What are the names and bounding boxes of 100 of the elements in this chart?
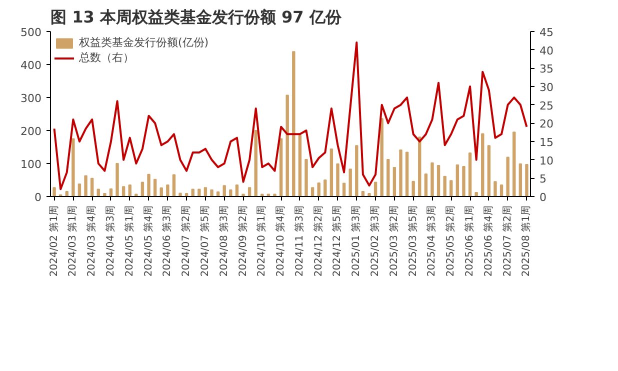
bar bbox=[52, 187, 56, 196]
bar bbox=[140, 182, 144, 196]
bar bbox=[506, 156, 510, 196]
x-tick-label: 2025/06 第1周 bbox=[464, 205, 476, 277]
bar bbox=[380, 118, 384, 196]
bar bbox=[304, 159, 308, 196]
bar bbox=[279, 138, 283, 196]
y2-tick-label: 30 bbox=[540, 81, 554, 94]
bar bbox=[368, 193, 371, 196]
bar bbox=[235, 184, 239, 196]
legend-label: 总数（右） bbox=[79, 50, 134, 65]
y2-tick-label: 20 bbox=[540, 118, 554, 131]
bar bbox=[134, 194, 138, 196]
bar bbox=[481, 133, 484, 196]
y-tick-label: 500 bbox=[20, 26, 42, 39]
y2-tick-label: 15 bbox=[540, 136, 554, 149]
x-tick-label: 2024/08 第3周 bbox=[218, 205, 230, 277]
bar bbox=[109, 188, 113, 196]
bar bbox=[191, 188, 194, 196]
bar bbox=[355, 145, 358, 196]
y-tick-label: 200 bbox=[20, 125, 42, 138]
bar bbox=[330, 148, 334, 196]
x-tick-label: 2024/05 第4周 bbox=[142, 205, 154, 277]
y2-tick-label: 40 bbox=[540, 44, 554, 58]
bar bbox=[292, 51, 296, 196]
bar bbox=[342, 182, 346, 196]
x-tick-label: 2025/03 第5周 bbox=[406, 205, 419, 277]
x-tick-label: 2024/03 第1周 bbox=[66, 205, 79, 277]
bar bbox=[96, 188, 100, 196]
bar bbox=[443, 176, 446, 196]
bar bbox=[310, 187, 314, 196]
bar bbox=[512, 132, 516, 196]
bar bbox=[153, 178, 157, 196]
bar bbox=[273, 194, 276, 196]
legend-label: 权益类基金发行份额(亿份) bbox=[79, 35, 209, 50]
x-tick-label: 2024/03 第4周 bbox=[86, 205, 98, 277]
bar bbox=[198, 188, 201, 196]
x-tick-label: 2025/01 第3周 bbox=[350, 205, 362, 277]
bar bbox=[84, 175, 88, 196]
bar bbox=[348, 168, 352, 196]
x-tick-label: 2025/03 第2周 bbox=[388, 205, 400, 277]
bar bbox=[436, 164, 440, 196]
y2-tick-label: 25 bbox=[540, 99, 554, 112]
bar bbox=[450, 180, 453, 196]
bar bbox=[412, 180, 415, 196]
x-tick-label: 2025/05 第2周 bbox=[444, 205, 457, 277]
bar bbox=[254, 130, 258, 196]
bar bbox=[204, 187, 208, 196]
bar bbox=[78, 183, 82, 196]
x-tick-label: 2024/09 第2周 bbox=[236, 205, 249, 277]
bar bbox=[392, 166, 396, 196]
chart-title: 图 13 本周权益类基金发行份额 97 亿份 bbox=[50, 8, 342, 26]
bar bbox=[222, 185, 226, 196]
x-tick-label: 2024/07 第5周 bbox=[198, 205, 211, 277]
bar bbox=[122, 186, 126, 196]
bar bbox=[178, 192, 182, 196]
x-tick-label: 2025/08 第1周 bbox=[520, 205, 532, 277]
bar bbox=[456, 164, 460, 196]
bar bbox=[166, 184, 170, 196]
bar bbox=[317, 182, 320, 196]
bar bbox=[116, 163, 119, 196]
bar bbox=[242, 194, 245, 196]
bar bbox=[260, 194, 264, 196]
x-tick-label: 2024/05 第1周 bbox=[123, 205, 136, 277]
bar bbox=[468, 152, 472, 196]
bar bbox=[525, 164, 528, 196]
bar bbox=[374, 182, 378, 196]
y2-tick-label: 45 bbox=[540, 26, 554, 39]
bar bbox=[474, 192, 478, 196]
bar bbox=[336, 163, 340, 196]
bar bbox=[462, 166, 466, 196]
bar bbox=[399, 149, 402, 196]
x-tick-label: 2024/10 第1周 bbox=[256, 205, 268, 277]
y2-tick-label: 35 bbox=[540, 62, 554, 76]
y2-tick-label: 10 bbox=[540, 154, 554, 168]
bar bbox=[248, 187, 252, 196]
x-tick-label: 2024/12 第5周 bbox=[331, 205, 344, 277]
x-tick-label: 2024/07 第2周 bbox=[180, 205, 192, 277]
bar bbox=[160, 187, 163, 196]
bar bbox=[430, 162, 434, 196]
x-tick-label: 2024/10 第4周 bbox=[274, 205, 287, 277]
bar bbox=[103, 193, 106, 196]
bar bbox=[405, 152, 409, 196]
bar bbox=[487, 145, 491, 196]
x-tick-label: 2024/02 第1周 bbox=[48, 205, 60, 277]
bar bbox=[229, 189, 232, 196]
bar bbox=[494, 181, 497, 196]
bar bbox=[72, 138, 75, 196]
bar bbox=[324, 180, 327, 196]
bar bbox=[147, 174, 150, 196]
bar bbox=[172, 174, 176, 196]
bar bbox=[90, 178, 94, 196]
bar bbox=[424, 174, 428, 196]
x-tick-label: 2025/04 第3周 bbox=[426, 205, 438, 277]
bar bbox=[298, 134, 302, 196]
x-tick-label: 2024/04 第3周 bbox=[104, 205, 116, 277]
bar bbox=[386, 159, 390, 196]
y-tick-label: 100 bbox=[20, 158, 42, 171]
bar bbox=[210, 189, 214, 196]
bar bbox=[128, 184, 132, 196]
